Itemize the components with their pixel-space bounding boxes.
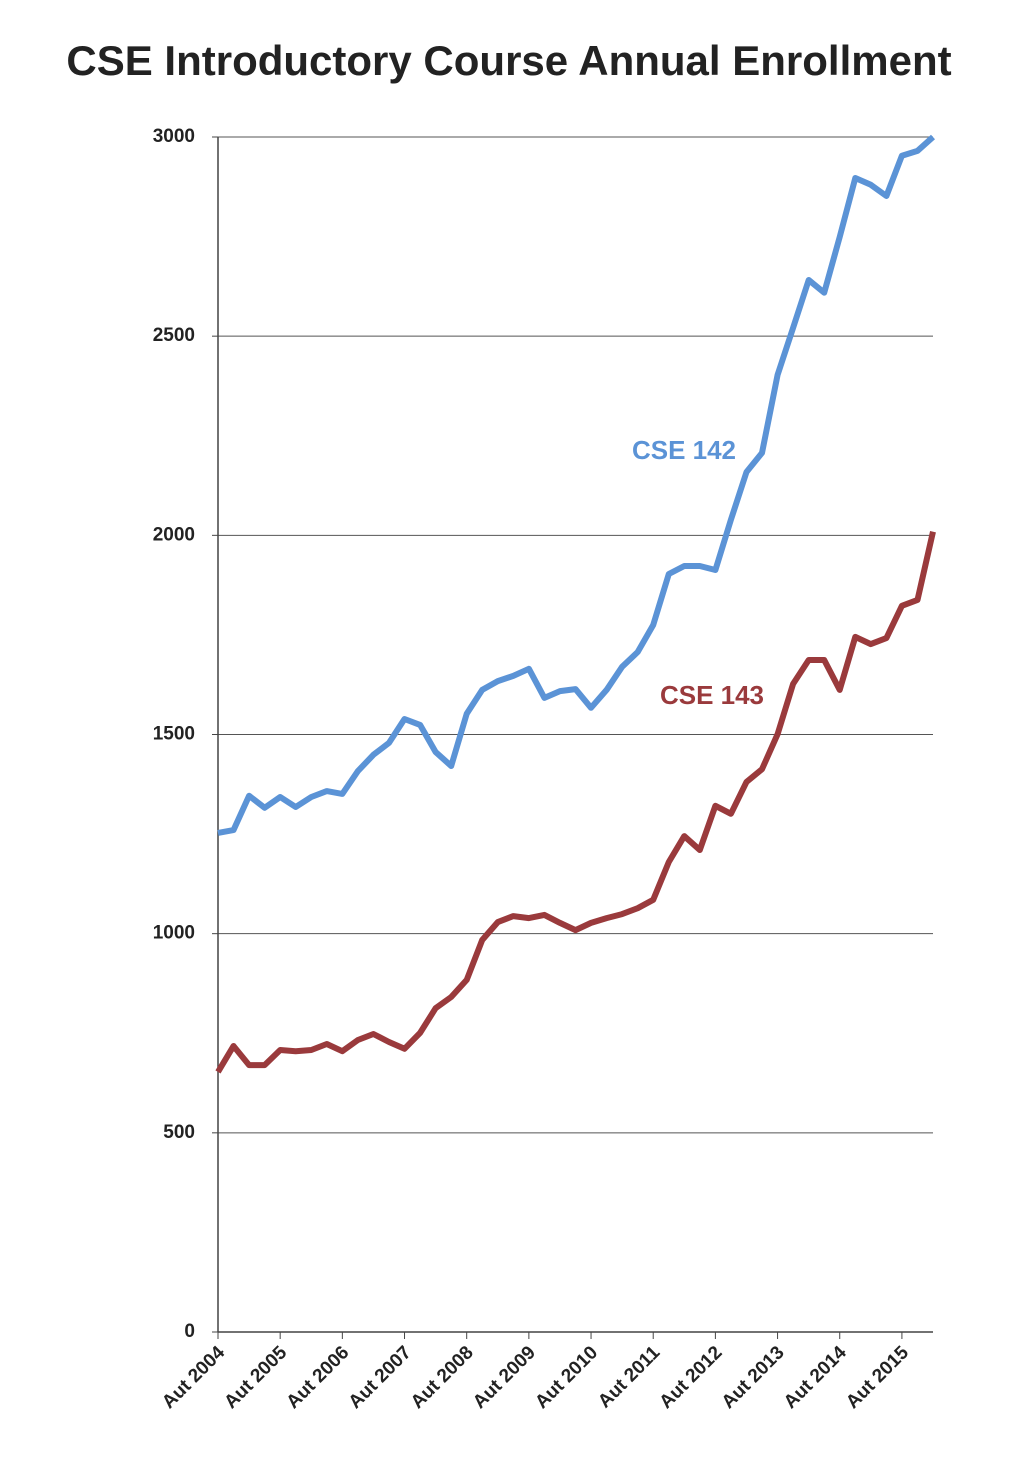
- x-tick-label: Aut 2005: [220, 1342, 291, 1413]
- x-tick-label: Aut 2013: [718, 1342, 789, 1413]
- y-tick-label: 2500: [153, 325, 195, 346]
- x-tick-label: Aut 2014: [780, 1342, 851, 1413]
- x-tick-label: Aut 2004: [158, 1342, 229, 1413]
- x-tick-label: Aut 2010: [531, 1342, 602, 1413]
- x-tick-label: Aut 2008: [407, 1342, 478, 1413]
- series-line: [215, 531, 936, 1074]
- x-tick-label: Aut 2009: [469, 1342, 540, 1413]
- x-tick-label: Aut 2015: [842, 1342, 913, 1413]
- x-tick-label: Aut 2012: [656, 1342, 727, 1413]
- y-tick-label: 0: [184, 1321, 195, 1342]
- series-label: CSE 142: [632, 435, 736, 465]
- chart-title: CSE Introductory Course Annual Enrollmen…: [66, 37, 951, 84]
- series-line: [217, 134, 936, 836]
- y-tick-label: 3000: [153, 126, 195, 147]
- y-tick-label: 2000: [153, 524, 195, 545]
- x-tick-label: Aut 2007: [345, 1342, 416, 1413]
- x-tick-label: Aut 2011: [594, 1342, 664, 1412]
- y-tick-label: 500: [163, 1122, 195, 1143]
- series-label: CSE 143: [660, 680, 764, 710]
- x-tick-label: Aut 2006: [283, 1342, 354, 1413]
- y-tick-label: 1500: [153, 724, 195, 745]
- y-tick-label: 1000: [153, 923, 195, 944]
